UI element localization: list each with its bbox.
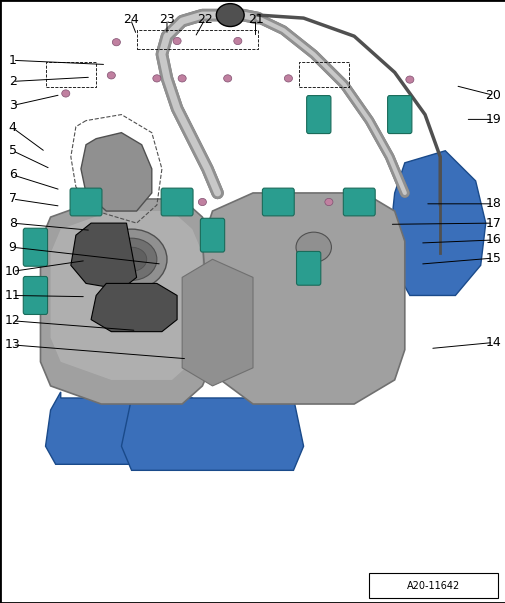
Text: 11: 11 [5,289,21,302]
Polygon shape [40,199,212,404]
FancyBboxPatch shape [161,188,192,216]
FancyBboxPatch shape [387,95,411,133]
Text: 12: 12 [5,314,21,327]
Text: 20: 20 [484,89,500,102]
Polygon shape [121,398,303,470]
FancyBboxPatch shape [200,218,224,252]
FancyBboxPatch shape [23,276,47,315]
Polygon shape [81,133,152,211]
Ellipse shape [198,198,206,206]
Polygon shape [71,223,136,289]
Ellipse shape [96,229,167,289]
Ellipse shape [324,198,332,206]
Ellipse shape [106,238,157,280]
Text: 10: 10 [5,265,21,278]
Text: 24: 24 [122,13,138,26]
Polygon shape [202,193,404,404]
FancyBboxPatch shape [369,573,497,598]
Ellipse shape [405,76,413,83]
Text: A20-11642: A20-11642 [406,581,460,590]
Text: 23: 23 [159,13,175,26]
Text: 5: 5 [9,144,17,157]
Ellipse shape [173,37,181,45]
Text: 19: 19 [484,113,500,126]
FancyBboxPatch shape [296,251,320,285]
Text: 22: 22 [196,13,213,26]
FancyBboxPatch shape [23,229,47,267]
Ellipse shape [223,75,231,82]
Text: 17: 17 [484,216,500,230]
Polygon shape [182,259,252,386]
Text: 1: 1 [9,54,17,67]
Text: 2: 2 [9,75,17,88]
Text: 13: 13 [5,338,21,352]
Text: 6: 6 [9,168,17,182]
Text: 7: 7 [9,192,17,206]
Ellipse shape [107,72,115,79]
FancyBboxPatch shape [262,188,294,216]
FancyBboxPatch shape [306,95,330,133]
Text: 8: 8 [9,216,17,230]
Text: 18: 18 [484,197,500,210]
Ellipse shape [153,75,161,82]
Text: 9: 9 [9,241,17,254]
Text: 4: 4 [9,121,17,134]
Ellipse shape [216,4,244,27]
Text: 21: 21 [247,13,263,26]
Ellipse shape [62,90,70,97]
Ellipse shape [112,39,120,46]
Ellipse shape [233,37,241,45]
Text: 3: 3 [9,99,17,112]
Text: 15: 15 [484,251,500,265]
Ellipse shape [116,247,146,271]
Ellipse shape [284,75,292,82]
FancyBboxPatch shape [342,188,375,216]
Ellipse shape [295,232,331,262]
Polygon shape [91,283,177,332]
Polygon shape [389,151,485,295]
FancyBboxPatch shape [70,188,102,216]
Polygon shape [45,392,202,464]
Ellipse shape [178,75,186,82]
Text: 16: 16 [484,233,500,247]
Text: 14: 14 [484,336,500,349]
Polygon shape [50,211,202,380]
